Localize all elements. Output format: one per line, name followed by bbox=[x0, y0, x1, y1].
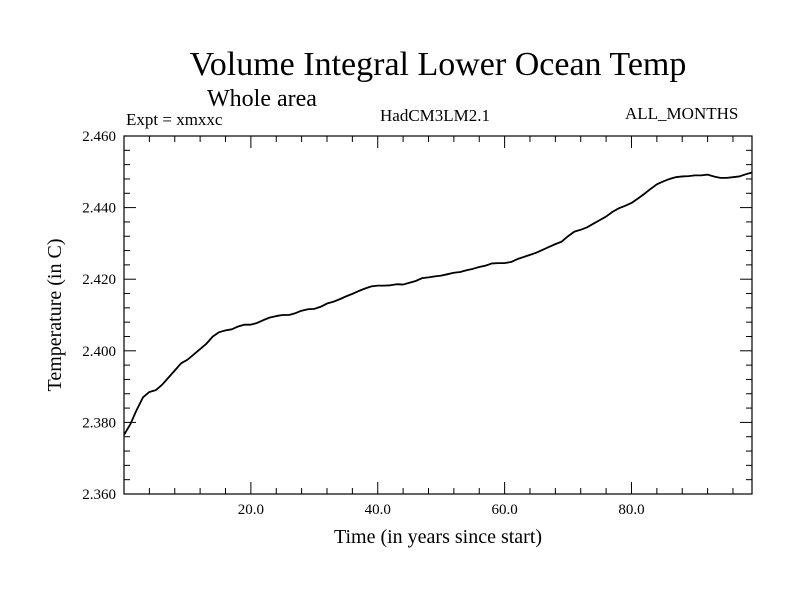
x-axis-label: Time (in years since start) bbox=[334, 526, 542, 548]
x-tick-label: 80.0 bbox=[618, 502, 644, 518]
plot-frame bbox=[123, 135, 753, 495]
chart-subtitle: Whole area bbox=[207, 86, 317, 112]
y-axis-ticks bbox=[124, 135, 752, 495]
y-axis-label: Temperature (in C) bbox=[44, 239, 66, 392]
temperature-series-line bbox=[123, 171, 753, 436]
chart-title: Volume Integral Lower Ocean Temp bbox=[189, 46, 687, 83]
experiment-label: Expt = xmxxc bbox=[126, 110, 223, 129]
x-axis-tick-labels: 20.0 40.0 60.0 80.0 bbox=[238, 502, 645, 518]
y-tick-label: 2.380 bbox=[82, 415, 116, 431]
y-tick-label: 2.420 bbox=[82, 272, 116, 288]
x-tick-label: 40.0 bbox=[365, 502, 391, 518]
months-label: ALL_MONTHS bbox=[625, 104, 739, 123]
x-tick-label: 20.0 bbox=[238, 502, 264, 518]
y-tick-label: 2.440 bbox=[82, 201, 116, 217]
y-tick-label: 2.360 bbox=[82, 487, 116, 503]
y-axis-tick-labels: 2.360 2.380 2.400 2.420 2.440 2.460 bbox=[82, 129, 116, 503]
y-tick-label: 2.400 bbox=[82, 344, 116, 360]
y-tick-label: 2.460 bbox=[82, 129, 116, 145]
x-axis-ticks bbox=[148, 136, 734, 494]
model-label: HadCM3LM2.1 bbox=[380, 106, 491, 125]
x-tick-label: 60.0 bbox=[491, 502, 517, 518]
